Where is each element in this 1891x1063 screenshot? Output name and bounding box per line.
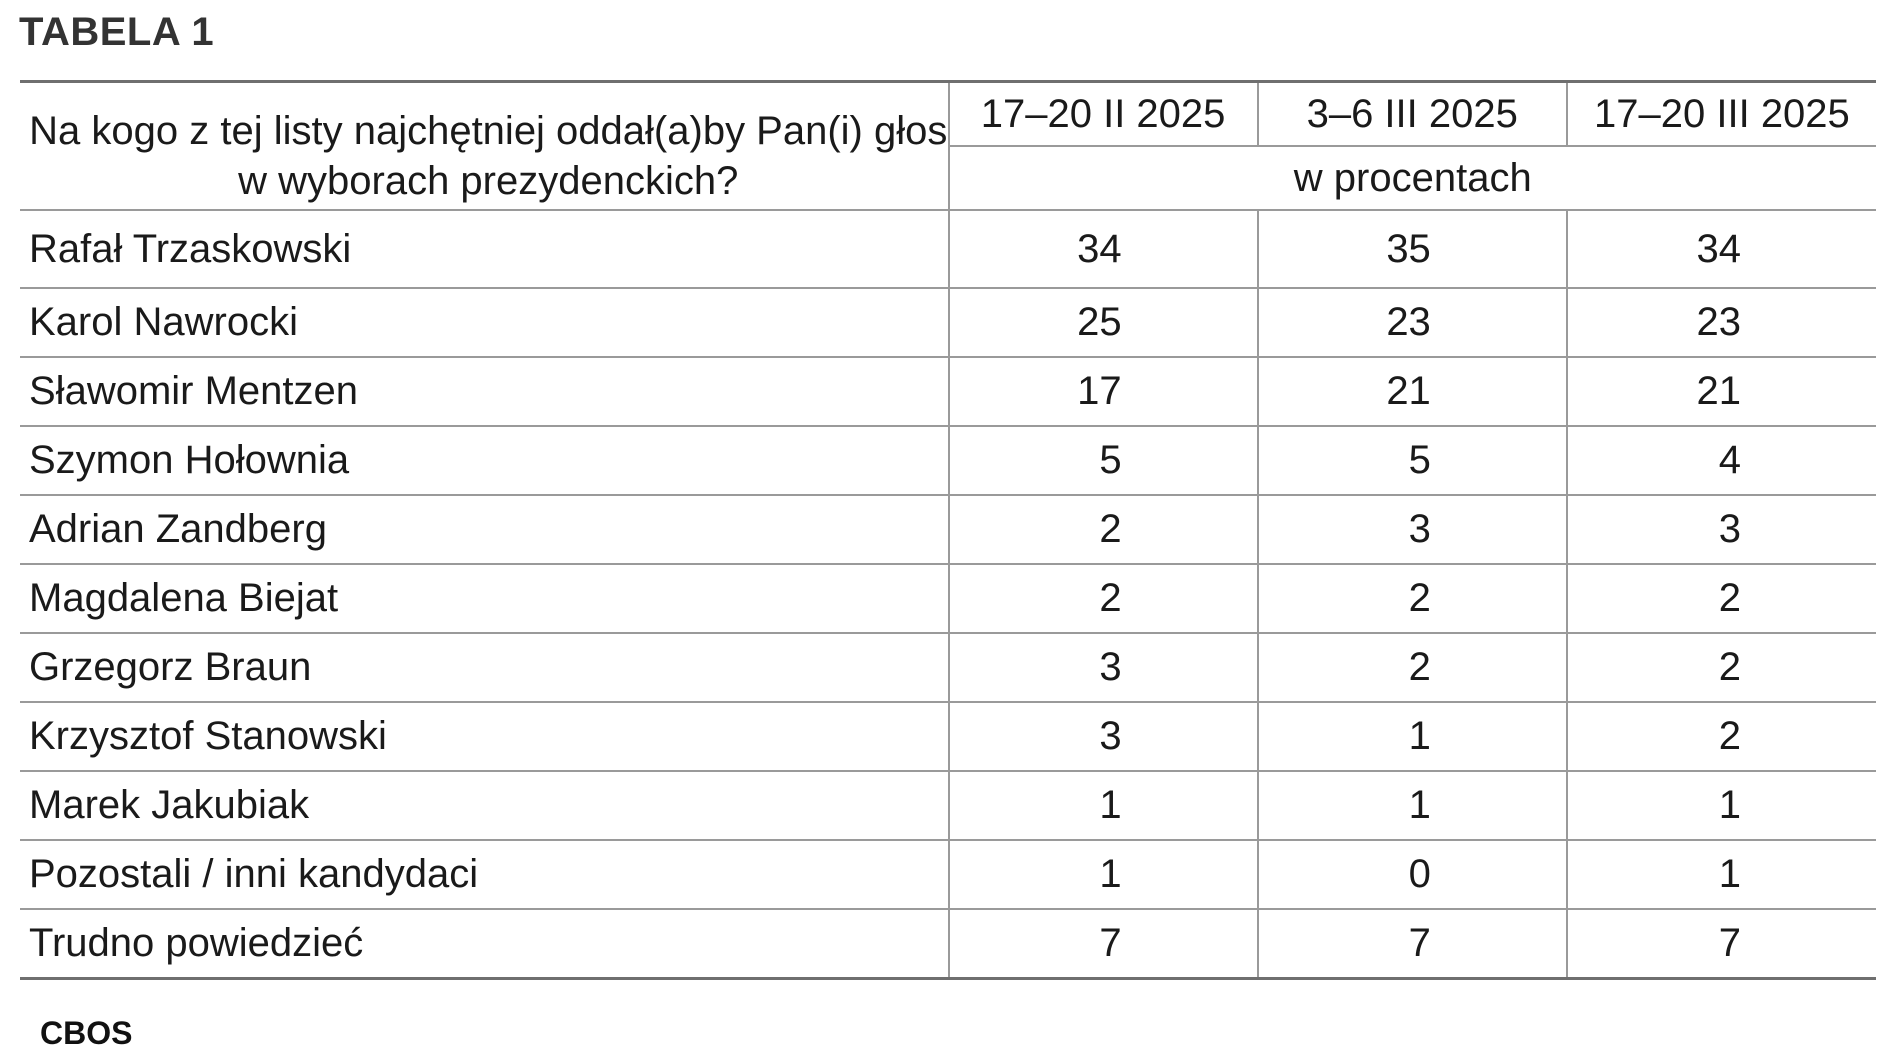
candidate-name: Rafał Trzaskowski — [20, 210, 949, 289]
percent-value: 17 — [947, 357, 1258, 427]
percent-value: 34 — [1565, 210, 1876, 289]
table-row: Szymon Hołownia 5 5 4 — [20, 426, 1876, 496]
table-row: Marek Jakubiak 1 1 1 — [20, 771, 1876, 841]
percent-value: 0 — [1256, 840, 1567, 910]
percent-value: 25 — [947, 288, 1258, 358]
percent-value: 3 — [947, 702, 1258, 772]
candidate-name: Pozostali / inni kandydaci — [20, 840, 949, 910]
header-row: Na kogo z tej listy najchętniej oddał(a)… — [20, 80, 1876, 211]
candidate-name: Krzysztof Stanowski — [20, 702, 949, 772]
source-label: CBOS — [40, 1015, 133, 1051]
table-title: TABELA 1 — [19, 10, 215, 54]
table-row: Magdalena Biejat 2 2 2 — [20, 564, 1876, 634]
table-row: Pozostali / inni kandydaci 1 0 1 — [20, 840, 1876, 910]
percent-value: 23 — [1565, 288, 1876, 358]
question-header: Na kogo z tej listy najchętniej oddał(a)… — [20, 80, 949, 211]
percent-value: 4 — [1565, 426, 1876, 496]
percent-value: 1 — [1565, 771, 1876, 841]
percent-value: 21 — [1565, 357, 1876, 427]
table-row: Grzegorz Braun 3 2 2 — [20, 633, 1876, 703]
unit-row: w procentach — [20, 146, 1876, 211]
percent-value: 1 — [947, 840, 1258, 910]
column-header: 3–6 III 2025 — [1256, 80, 1567, 147]
percent-value: 1 — [1256, 702, 1567, 772]
table-row: Rafał Trzaskowski 34 35 34 — [20, 210, 1876, 289]
candidate-name: Karol Nawrocki — [20, 288, 949, 358]
percent-value: 5 — [947, 426, 1258, 496]
percent-value: 7 — [947, 909, 1258, 980]
candidate-name: Magdalena Biejat — [20, 564, 949, 634]
percent-value: 2 — [947, 564, 1258, 634]
percent-value: 1 — [1256, 771, 1567, 841]
table-row: Trudno powiedzieć 7 7 7 — [20, 909, 1876, 980]
candidate-name: Sławomir Mentzen — [20, 357, 949, 427]
percent-value: 1 — [1565, 840, 1876, 910]
column-header: 17–20 II 2025 — [947, 80, 1258, 147]
percent-value: 23 — [1256, 288, 1567, 358]
percent-value: 2 — [1256, 633, 1567, 703]
percent-value: 2 — [1565, 702, 1876, 772]
candidate-name: Marek Jakubiak — [20, 771, 949, 841]
table-body: Rafał Trzaskowski 34 35 34 Karol Nawrocki 25 2… — [20, 210, 1876, 980]
percent-value: 1 — [947, 771, 1258, 841]
table-row: Krzysztof Stanowski 3 1 2 — [20, 702, 1876, 772]
percent-value: 7 — [1256, 909, 1567, 980]
percent-value: 2 — [1256, 564, 1567, 634]
table-row: Sławomir Mentzen 17 21 21 — [20, 357, 1876, 427]
percent-value: 2 — [1565, 633, 1876, 703]
percent-value: 7 — [1565, 909, 1876, 980]
candidate-name: Szymon Hołownia — [20, 426, 949, 496]
percent-value: 3 — [1565, 495, 1876, 565]
percent-value: 34 — [947, 210, 1258, 289]
candidate-name: Trudno powiedzieć — [20, 909, 949, 980]
percent-value: 2 — [947, 495, 1258, 565]
poll-table: Na kogo z tej listy najchętniej oddał(a)… — [20, 80, 1876, 980]
percent-value: 21 — [1256, 357, 1567, 427]
unit-label: w procentach — [947, 146, 1876, 211]
candidate-name: Grzegorz Braun — [20, 633, 949, 703]
percent-value: 3 — [947, 633, 1258, 703]
percent-value: 5 — [1256, 426, 1567, 496]
table-row: Adrian Zandberg 2 3 3 — [20, 495, 1876, 565]
percent-value: 35 — [1256, 210, 1567, 289]
percent-value: 3 — [1256, 495, 1567, 565]
table-row: Karol Nawrocki 25 23 23 — [20, 288, 1876, 358]
percent-value: 2 — [1565, 564, 1876, 634]
candidate-name: Adrian Zandberg — [20, 495, 949, 565]
column-header: 17–20 III 2025 — [1565, 80, 1876, 147]
